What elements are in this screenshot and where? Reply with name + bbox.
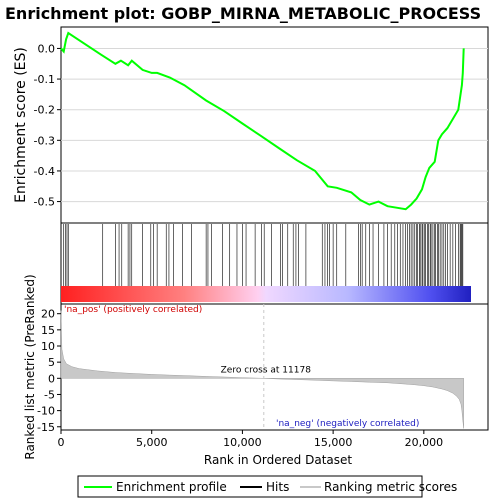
x-tick-label: 10,000 — [223, 436, 262, 449]
metric-panel: 20 15 10 5 0 -5 -10 -15 0 5,000 10,000 15,000 20,00… — [23, 274, 489, 467]
metric-tick-label: 5 — [48, 356, 55, 369]
legend: Enrichment profile Hits Ranking metric s… — [77, 475, 457, 498]
metric-tick-label: 0 — [48, 372, 55, 385]
hits-panel — [60, 222, 489, 305]
x-tick-label: 20,000 — [405, 436, 444, 449]
metric-tick-label: 15 — [41, 324, 55, 337]
es-grid — [61, 47, 488, 203]
neg-label: 'na_neg' (negatively correlated) — [276, 419, 419, 429]
metric-y-ticks: 20 15 10 5 0 -5 -10 -15 — [37, 308, 61, 434]
es-y-ticks: 0.0 -0.1 -0.2 -0.3 -0.4 -0.5 — [34, 42, 61, 209]
rank-color-bar — [61, 286, 471, 302]
metric-tick-label: -5 — [44, 388, 55, 401]
hit-marks — [63, 224, 464, 286]
x-tick-label: 15,000 — [314, 436, 353, 449]
es-panel: 0.0 -0.1 -0.2 -0.3 -0.4 -0.5 Enrichment score… — [13, 26, 489, 224]
legend-label-enrichment-profile: Enrichment profile — [116, 480, 227, 494]
es-tick-label: -0.2 — [34, 104, 55, 117]
metric-y-label: Ranked list metric (PreRanked) — [23, 274, 37, 459]
es-tick-label: -0.3 — [34, 134, 55, 147]
x-tick-label: 0 — [58, 436, 65, 449]
es-line — [60, 31, 465, 211]
x-axis-label: Rank in Ordered Dataset — [204, 453, 352, 467]
chart-title: Enrichment plot: GOBP_MIRNA_METABOLIC_PR… — [5, 4, 481, 23]
es-tick-label: 0.0 — [38, 42, 56, 55]
es-tick-label: -0.1 — [34, 73, 55, 86]
legend-label-ranking-metric: Ranking metric scores — [324, 480, 457, 494]
es-tick-label: -0.5 — [34, 196, 55, 209]
metric-tick-label: 10 — [41, 340, 55, 353]
metric-area — [60, 310, 464, 429]
metric-tick-label: -10 — [37, 405, 55, 418]
x-ticks: 0 5,000 10,000 15,000 20,000 — [58, 430, 444, 449]
legend-label-hits: Hits — [266, 480, 289, 494]
x-tick-label: 5,000 — [136, 436, 168, 449]
metric-tick-label: -15 — [37, 421, 55, 434]
es-y-label: Enrichment score (ES) — [13, 47, 29, 203]
metric-tick-label: 20 — [41, 308, 55, 321]
zero-cross-label: Zero cross at 11178 — [221, 365, 312, 375]
es-tick-label: -0.4 — [34, 165, 55, 178]
pos-label: 'na_pos' (positively correlated) — [64, 305, 202, 315]
